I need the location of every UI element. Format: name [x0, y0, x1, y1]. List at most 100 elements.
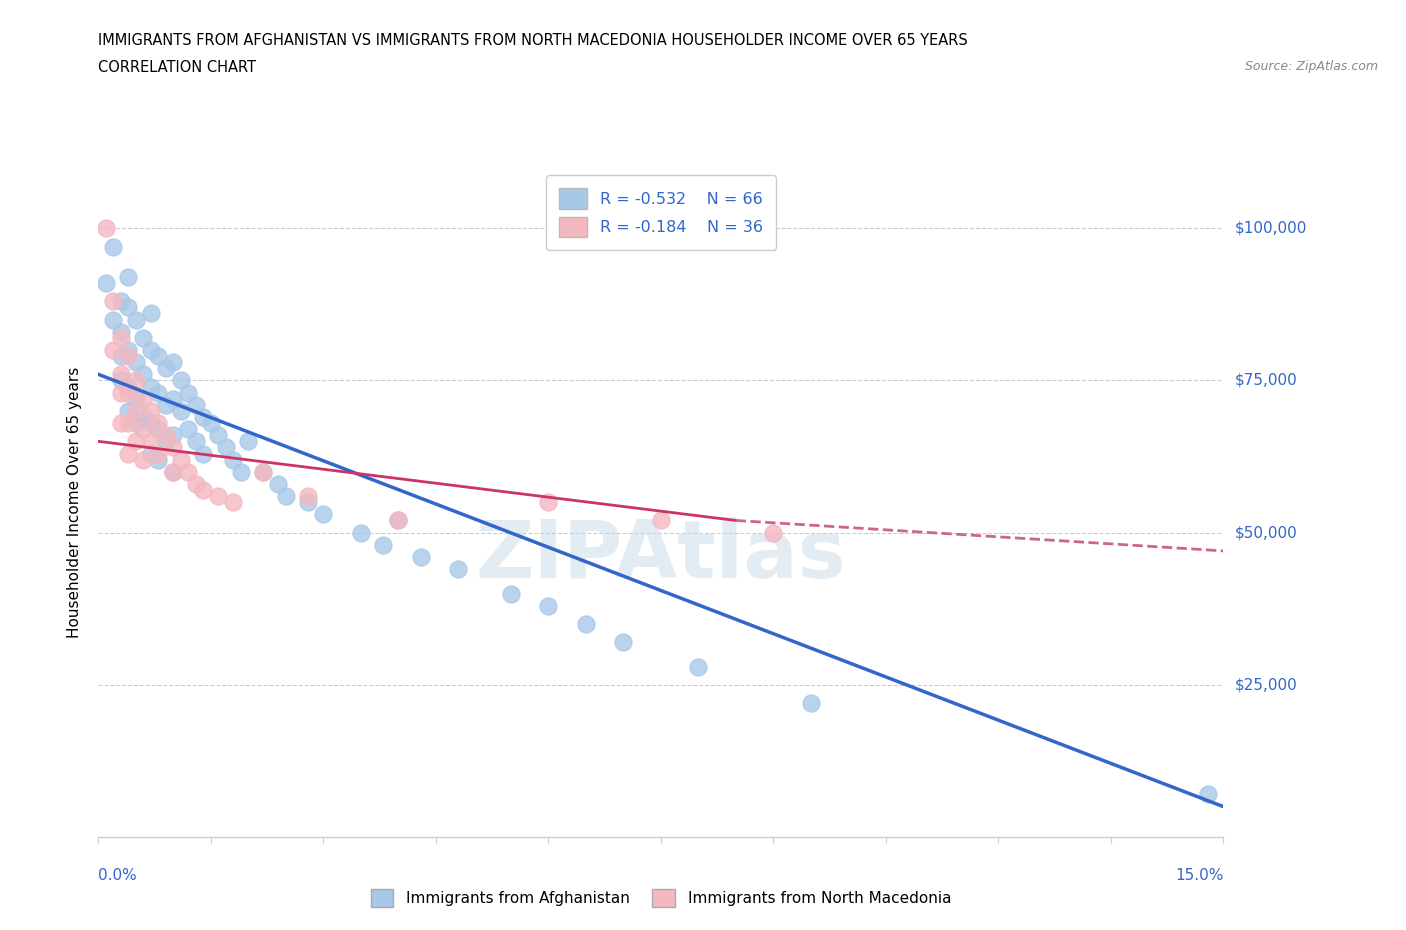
- Point: [117, 416, 139, 431]
- Point: [155, 434, 177, 449]
- Point: [162, 392, 184, 406]
- Point: [110, 349, 132, 364]
- Text: 0.0%: 0.0%: [98, 868, 138, 883]
- Point: [688, 659, 710, 674]
- Text: $100,000: $100,000: [1234, 220, 1306, 236]
- Point: [252, 464, 274, 479]
- Text: $75,000: $75,000: [1234, 373, 1298, 388]
- Point: [132, 421, 155, 436]
- Point: [125, 312, 148, 327]
- Point: [125, 373, 148, 388]
- Point: [650, 513, 672, 528]
- Point: [170, 373, 193, 388]
- Point: [537, 598, 560, 613]
- Point: [200, 416, 222, 431]
- Point: [132, 330, 155, 345]
- Point: [117, 349, 139, 364]
- Point: [110, 325, 132, 339]
- Point: [139, 434, 162, 449]
- Point: [222, 452, 245, 467]
- Point: [139, 306, 162, 321]
- Point: [110, 330, 132, 345]
- Point: [207, 428, 229, 443]
- Point: [215, 440, 238, 455]
- Point: [207, 488, 229, 503]
- Point: [252, 464, 274, 479]
- Point: [297, 488, 319, 503]
- Point: [103, 239, 125, 254]
- Point: [117, 404, 139, 418]
- Point: [148, 452, 170, 467]
- Point: [148, 421, 170, 436]
- Point: [170, 404, 193, 418]
- Point: [94, 275, 117, 290]
- Point: [117, 385, 139, 400]
- Text: ZIPAtlas: ZIPAtlas: [475, 517, 846, 595]
- Point: [155, 428, 177, 443]
- Point: [162, 354, 184, 369]
- Point: [762, 525, 785, 540]
- Point: [110, 385, 132, 400]
- Point: [170, 452, 193, 467]
- Point: [94, 220, 117, 235]
- Point: [193, 446, 215, 461]
- Point: [612, 635, 634, 650]
- Point: [103, 312, 125, 327]
- Point: [222, 495, 245, 510]
- Point: [132, 392, 155, 406]
- Point: [155, 361, 177, 376]
- Point: [155, 397, 177, 412]
- Point: [373, 538, 395, 552]
- Point: [162, 440, 184, 455]
- Point: [162, 464, 184, 479]
- Point: [1197, 787, 1219, 802]
- Point: [110, 367, 132, 382]
- Point: [117, 270, 139, 285]
- Point: [125, 416, 148, 431]
- Point: [184, 476, 207, 491]
- Point: [132, 452, 155, 467]
- Point: [184, 397, 207, 412]
- Point: [125, 354, 148, 369]
- Text: IMMIGRANTS FROM AFGHANISTAN VS IMMIGRANTS FROM NORTH MACEDONIA HOUSEHOLDER INCOM: IMMIGRANTS FROM AFGHANISTAN VS IMMIGRANT…: [98, 33, 969, 47]
- Point: [177, 464, 200, 479]
- Point: [193, 409, 215, 424]
- Point: [499, 586, 522, 601]
- Point: [229, 464, 252, 479]
- Point: [148, 446, 170, 461]
- Point: [139, 379, 162, 394]
- Point: [103, 342, 125, 357]
- Text: $25,000: $25,000: [1234, 677, 1298, 692]
- Point: [148, 416, 170, 431]
- Point: [177, 421, 200, 436]
- Point: [267, 476, 290, 491]
- Point: [148, 349, 170, 364]
- Point: [162, 464, 184, 479]
- Point: [162, 428, 184, 443]
- Point: [110, 294, 132, 309]
- Point: [125, 392, 148, 406]
- Point: [117, 300, 139, 315]
- Point: [139, 404, 162, 418]
- Point: [177, 385, 200, 400]
- Point: [125, 434, 148, 449]
- Point: [409, 550, 432, 565]
- Text: 15.0%: 15.0%: [1175, 868, 1223, 883]
- Point: [117, 446, 139, 461]
- Point: [125, 404, 148, 418]
- Point: [193, 483, 215, 498]
- Point: [274, 488, 297, 503]
- Point: [387, 513, 409, 528]
- Point: [132, 409, 155, 424]
- Legend: R = -0.532    N = 66, R = -0.184    N = 36: R = -0.532 N = 66, R = -0.184 N = 36: [546, 176, 776, 250]
- Point: [312, 507, 335, 522]
- Point: [297, 495, 319, 510]
- Point: [139, 416, 162, 431]
- Point: [117, 379, 139, 394]
- Point: [139, 342, 162, 357]
- Point: [537, 495, 560, 510]
- Point: [387, 513, 409, 528]
- Point: [800, 696, 823, 711]
- Point: [110, 416, 132, 431]
- Point: [110, 373, 132, 388]
